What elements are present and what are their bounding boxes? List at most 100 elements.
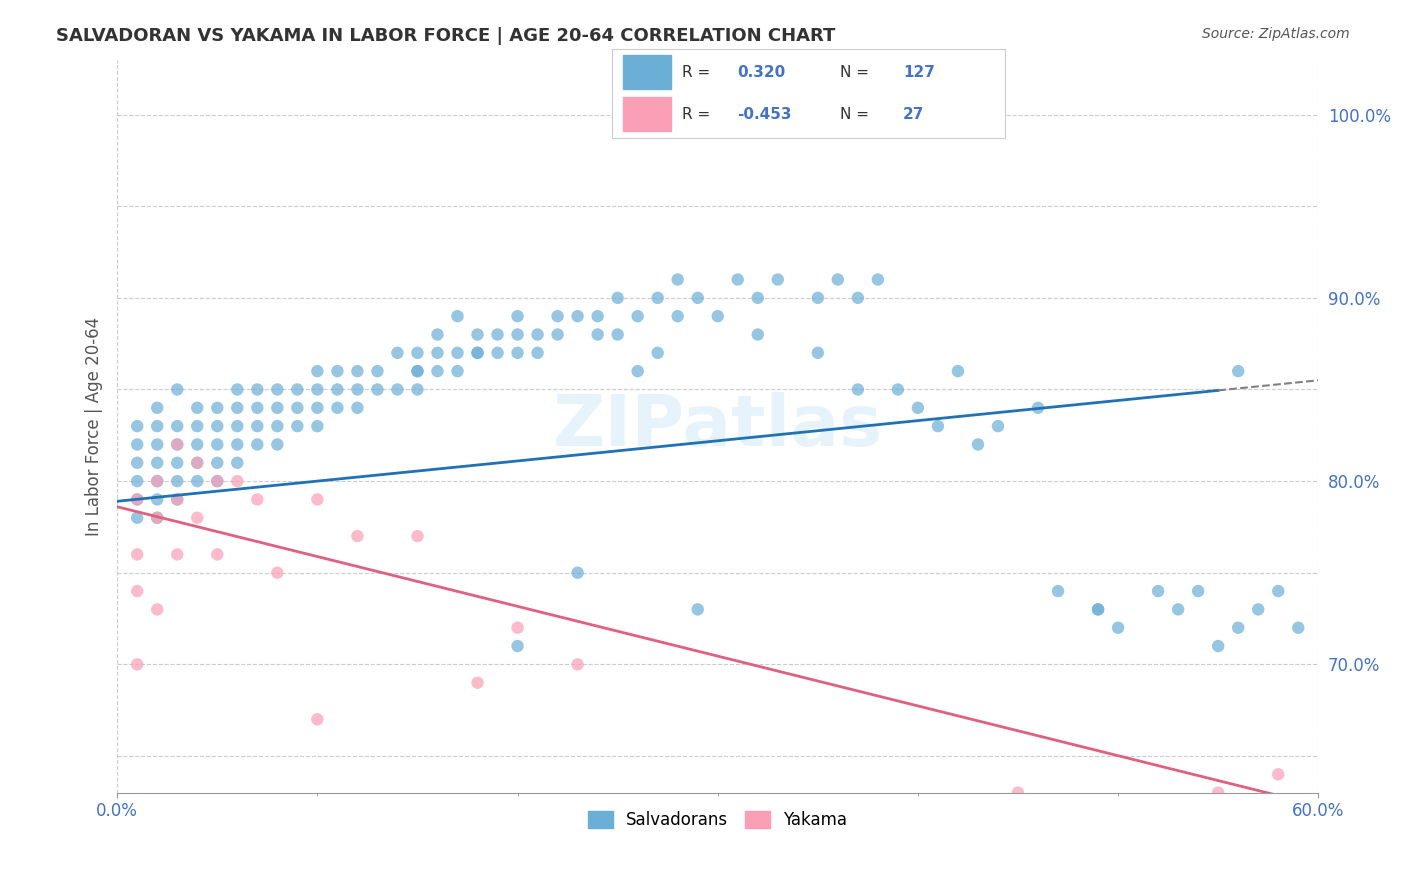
Point: [346, 383, 368, 397]
Point: [866, 272, 889, 286]
Text: R =: R =: [682, 107, 710, 121]
Point: [346, 364, 368, 378]
Point: [307, 712, 329, 726]
Point: [446, 346, 468, 360]
Point: [586, 309, 609, 323]
Point: [406, 364, 429, 378]
Point: [186, 456, 208, 470]
Point: [166, 383, 188, 397]
Text: 127: 127: [903, 65, 935, 79]
Point: [506, 621, 529, 635]
Point: [887, 383, 910, 397]
Point: [1187, 584, 1209, 599]
Point: [1247, 602, 1270, 616]
Point: [987, 419, 1010, 434]
Text: 27: 27: [903, 107, 924, 121]
Point: [426, 364, 449, 378]
Point: [266, 383, 288, 397]
Bar: [623, 55, 671, 89]
Point: [127, 510, 149, 524]
Point: [446, 364, 468, 378]
Point: [686, 291, 709, 305]
Point: [627, 309, 650, 323]
Point: [266, 437, 288, 451]
Point: [506, 327, 529, 342]
Point: [567, 309, 589, 323]
Point: [226, 456, 249, 470]
Point: [186, 510, 208, 524]
Point: [266, 401, 288, 415]
Point: [486, 346, 509, 360]
Point: [207, 437, 229, 451]
Point: [586, 327, 609, 342]
Point: [127, 419, 149, 434]
Text: ZIPatlas: ZIPatlas: [553, 392, 883, 460]
Point: [446, 309, 468, 323]
Point: [127, 492, 149, 507]
Point: [146, 419, 169, 434]
Point: [127, 456, 149, 470]
Point: [166, 419, 188, 434]
Point: [526, 327, 548, 342]
Point: [706, 309, 728, 323]
Point: [307, 401, 329, 415]
Text: -0.453: -0.453: [738, 107, 792, 121]
Point: [406, 346, 429, 360]
Point: [166, 437, 188, 451]
Text: Source: ZipAtlas.com: Source: ZipAtlas.com: [1202, 27, 1350, 41]
Legend: Salvadorans, Yakama: Salvadorans, Yakama: [581, 804, 853, 836]
Point: [166, 437, 188, 451]
Point: [127, 492, 149, 507]
Point: [207, 474, 229, 488]
Point: [426, 327, 449, 342]
Point: [1267, 584, 1289, 599]
Point: [927, 419, 949, 434]
Bar: [623, 97, 671, 131]
Point: [166, 456, 188, 470]
Point: [127, 474, 149, 488]
Point: [1206, 786, 1229, 800]
Point: [146, 437, 169, 451]
Point: [166, 474, 188, 488]
Text: N =: N =: [839, 107, 869, 121]
Point: [146, 456, 169, 470]
Point: [146, 401, 169, 415]
Point: [727, 272, 749, 286]
Point: [266, 566, 288, 580]
Point: [406, 529, 429, 543]
Point: [285, 383, 308, 397]
Point: [766, 272, 789, 286]
Point: [387, 383, 409, 397]
Point: [207, 401, 229, 415]
Point: [1286, 621, 1309, 635]
Point: [967, 437, 990, 451]
Point: [207, 456, 229, 470]
Point: [387, 346, 409, 360]
Point: [907, 401, 929, 415]
Point: [666, 272, 689, 286]
Point: [567, 657, 589, 672]
Text: 0.320: 0.320: [738, 65, 786, 79]
Point: [366, 383, 388, 397]
Point: [547, 327, 569, 342]
Point: [627, 364, 650, 378]
Point: [246, 492, 269, 507]
Point: [1087, 602, 1109, 616]
Point: [166, 548, 188, 562]
Point: [285, 419, 308, 434]
Point: [426, 346, 449, 360]
Point: [686, 602, 709, 616]
Point: [246, 419, 269, 434]
Point: [467, 346, 489, 360]
Point: [1047, 584, 1070, 599]
Point: [146, 510, 169, 524]
Point: [526, 346, 548, 360]
Point: [127, 584, 149, 599]
Point: [547, 309, 569, 323]
Point: [366, 364, 388, 378]
Point: [146, 510, 169, 524]
Point: [1147, 584, 1170, 599]
Point: [326, 383, 349, 397]
Point: [207, 419, 229, 434]
Point: [567, 566, 589, 580]
